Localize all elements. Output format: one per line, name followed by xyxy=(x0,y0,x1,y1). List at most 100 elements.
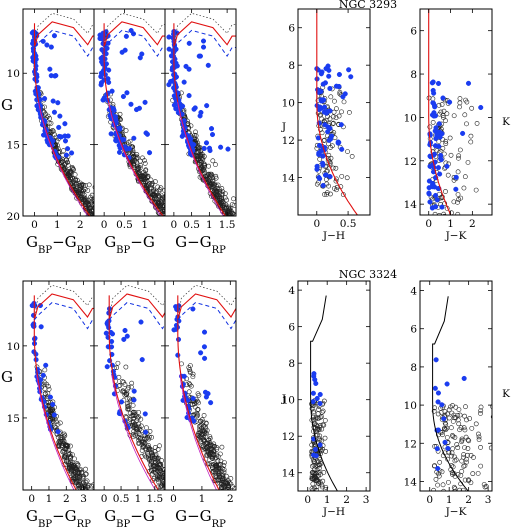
x-tick-label: 2 xyxy=(469,218,476,230)
field-star xyxy=(435,492,439,496)
y-tick-label: 20 xyxy=(7,211,20,223)
member-star xyxy=(435,427,441,433)
member-star xyxy=(435,390,441,396)
field-star xyxy=(436,473,442,479)
member-star xyxy=(106,79,112,85)
member-star xyxy=(56,133,62,139)
member-star xyxy=(434,446,440,452)
field-star xyxy=(168,471,172,475)
panel-frame xyxy=(164,8,237,217)
field-star xyxy=(68,468,74,474)
field-star xyxy=(466,438,472,444)
plot-area xyxy=(309,295,338,491)
field-star xyxy=(57,420,63,426)
field-star xyxy=(99,211,103,215)
isochrone xyxy=(310,295,338,491)
field-star xyxy=(470,471,476,477)
member-star xyxy=(63,152,69,158)
field-star xyxy=(124,403,130,409)
field-star xyxy=(196,146,202,152)
field-star xyxy=(450,472,455,477)
member-star xyxy=(432,104,438,110)
field-star xyxy=(431,463,437,469)
member-star xyxy=(439,402,445,408)
field-star xyxy=(165,209,169,213)
x-axis-label: GBP−G xyxy=(104,233,155,256)
member-star xyxy=(429,80,435,86)
member-star xyxy=(338,122,344,128)
member-star xyxy=(426,178,432,184)
field-star xyxy=(156,201,162,207)
field-star xyxy=(167,476,171,480)
field-star xyxy=(172,486,176,490)
x-tick-label: 0 xyxy=(313,218,320,230)
field-star xyxy=(99,210,103,214)
field-star xyxy=(441,211,447,215)
evolved-track xyxy=(33,21,94,48)
member-star xyxy=(143,130,149,136)
member-star xyxy=(109,88,115,94)
panel-frame xyxy=(297,280,371,492)
field-star xyxy=(464,121,469,127)
field-star xyxy=(456,421,462,427)
field-star xyxy=(83,466,88,472)
isochrone xyxy=(428,9,452,215)
plot-area xyxy=(103,284,176,490)
y-tick-label: 4 xyxy=(410,286,417,298)
field-star xyxy=(309,463,315,469)
x-axis-label: J−K xyxy=(445,230,467,242)
member-star xyxy=(55,100,61,106)
field-star xyxy=(159,197,164,203)
field-star xyxy=(74,177,80,183)
field-star xyxy=(170,482,174,486)
field-star xyxy=(462,174,468,180)
field-star xyxy=(93,212,94,216)
member-star xyxy=(37,302,43,309)
field-star xyxy=(76,470,82,476)
field-star xyxy=(156,474,162,479)
field-star xyxy=(69,165,75,171)
member-star xyxy=(208,400,214,406)
field-star xyxy=(331,120,336,126)
member-star xyxy=(346,67,352,73)
field-star xyxy=(328,191,333,197)
member-star xyxy=(316,150,322,156)
member-star xyxy=(327,125,333,131)
field-star xyxy=(71,183,77,189)
evolved-track xyxy=(173,29,236,58)
field-star xyxy=(210,468,216,474)
field-star xyxy=(310,481,316,487)
field-star xyxy=(430,96,436,102)
field-star xyxy=(432,211,438,215)
field-star xyxy=(145,434,150,440)
field-star xyxy=(168,480,172,484)
panel-frame xyxy=(419,280,493,492)
member-star xyxy=(53,73,59,79)
member-star xyxy=(430,181,436,187)
member-star xyxy=(142,411,148,417)
field-star xyxy=(346,110,352,115)
isochrone-lower-ms xyxy=(179,374,217,490)
field-star xyxy=(132,409,138,415)
field-star xyxy=(461,185,467,191)
field-star xyxy=(169,208,173,212)
x-axis-label: GBP−GRP xyxy=(26,233,91,256)
field-star xyxy=(443,141,449,147)
y-tick-label: 15 xyxy=(7,140,20,152)
field-star xyxy=(430,196,436,202)
member-star xyxy=(320,182,326,189)
field-star xyxy=(491,462,492,466)
member-star xyxy=(209,131,216,138)
x-tick-label: 1.5 xyxy=(147,493,164,505)
field-star xyxy=(168,201,172,205)
plot-area xyxy=(314,9,358,215)
member-star xyxy=(146,150,153,156)
field-star xyxy=(341,99,347,105)
field-star xyxy=(166,478,170,482)
x-tick-label: 0 xyxy=(425,218,432,230)
isochrone xyxy=(432,296,469,491)
y-tick-label: 6 xyxy=(288,23,295,35)
member-star xyxy=(460,130,466,136)
y-tick-label: 14 xyxy=(282,468,296,480)
